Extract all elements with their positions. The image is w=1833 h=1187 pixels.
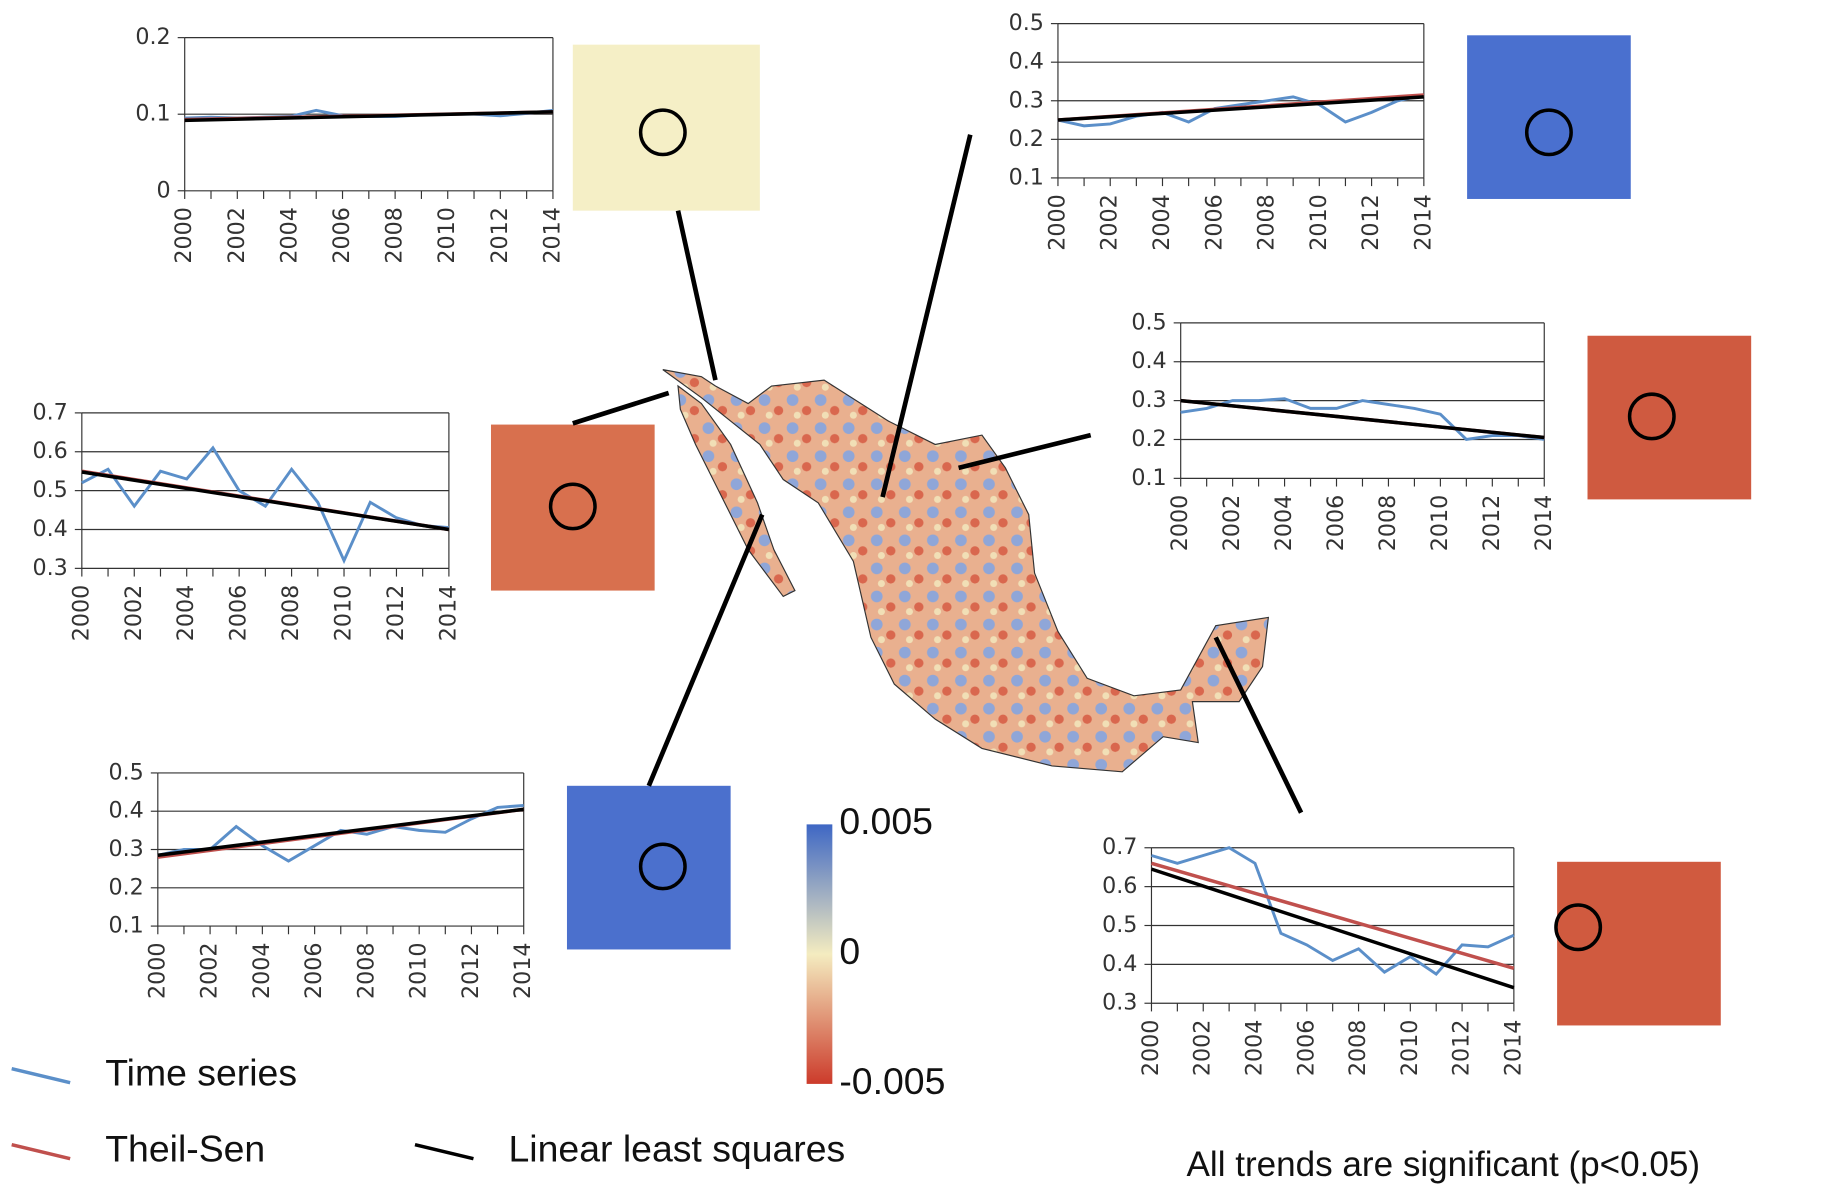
inset [491, 425, 655, 591]
y-tick-label: 0.4 [32, 516, 67, 542]
y-tick-label: 0.7 [1102, 834, 1137, 860]
x-tick-label: 2006 [1293, 1020, 1319, 1077]
x-tick-label: 2004 [276, 207, 302, 264]
y-tick-label: 0.3 [32, 555, 67, 581]
y-tick-label: 0.3 [1131, 387, 1166, 413]
x-tick-label: 2006 [1323, 495, 1349, 552]
inset [573, 45, 760, 211]
x-tick-label: 2000 [68, 585, 94, 642]
legend-label: Time series [105, 1052, 297, 1094]
x-tick-label: 2000 [1167, 495, 1193, 552]
x-tick-label: 2012 [383, 585, 409, 642]
x-tick-label: 2012 [1479, 495, 1505, 552]
y-tick-label: 0.5 [1131, 309, 1166, 335]
y-tick-label: 0.5 [1102, 912, 1137, 938]
x-tick-label: 2010 [434, 207, 460, 264]
x-tick-label: 2008 [278, 585, 304, 642]
note: All trends are significant (p<0.05) [1187, 1145, 1701, 1184]
x-tick-label: 2000 [1138, 1020, 1164, 1077]
y-tick-label: 0.5 [108, 759, 143, 785]
legend-swatch [12, 1069, 70, 1083]
y-tick-label: 0.7 [32, 399, 67, 425]
x-tick-label: 2008 [1375, 495, 1401, 552]
x-tick-label: 2010 [331, 585, 357, 642]
y-tick-label: 0.2 [108, 874, 143, 900]
x-tick-label: 2004 [1149, 194, 1175, 251]
figure: 0 0.1 0.2 2000 2002 2004 2006 2008 2010 2012 2014 0… [0, 0, 1833, 1187]
y-tick-label: 0.6 [1102, 873, 1137, 899]
x-tick-label: 2008 [382, 207, 408, 264]
x-tick-label: 2002 [1097, 194, 1123, 251]
y-tick-label: 0.1 [108, 913, 143, 939]
legend-swatch [415, 1145, 473, 1159]
colorbar-label: -0.005 [839, 1060, 945, 1102]
x-tick-label: 2002 [121, 585, 147, 642]
x-tick-label: 2014 [1410, 194, 1436, 251]
x-tick-label: 2000 [171, 207, 197, 264]
series-line [82, 448, 449, 561]
series-line [158, 809, 524, 855]
y-tick-label: 0.4 [108, 798, 143, 824]
y-tick-label: 0.5 [32, 477, 67, 503]
x-tick-label: 2000 [144, 942, 170, 999]
x-tick-label: 2006 [226, 585, 252, 642]
y-tick-label: 0.4 [1009, 49, 1044, 75]
x-tick-label: 2008 [353, 942, 379, 999]
colorbar-label: 0.005 [839, 800, 933, 842]
x-tick-label: 2008 [1254, 194, 1280, 251]
y-tick-label: 0.2 [135, 24, 170, 50]
legend-label: Linear least squares [509, 1128, 846, 1170]
series-line [1181, 401, 1545, 438]
y-tick-label: 0.4 [1131, 348, 1166, 374]
x-tick-label: 2014 [510, 942, 536, 999]
y-tick-label: 0.6 [32, 438, 67, 464]
x-tick-label: 2004 [249, 942, 275, 999]
x-tick-label: 2002 [1219, 495, 1245, 552]
x-tick-label: 2004 [1242, 1020, 1268, 1077]
x-tick-label: 2010 [1427, 495, 1453, 552]
x-tick-label: 2012 [1449, 1020, 1475, 1077]
x-tick-label: 2012 [487, 207, 513, 264]
x-tick-label: 2014 [1531, 495, 1557, 552]
x-tick-label: 2012 [458, 942, 484, 999]
y-tick-label: 0.5 [1009, 10, 1044, 36]
x-tick-label: 2010 [406, 942, 432, 999]
x-tick-label: 2002 [197, 942, 223, 999]
y-tick-label: 0.1 [1131, 465, 1166, 491]
y-tick-label: 0.1 [135, 101, 170, 127]
y-tick-label: 0.2 [1131, 426, 1166, 452]
inset [567, 786, 731, 950]
x-tick-label: 2000 [1044, 194, 1070, 251]
colorbar [807, 824, 833, 1084]
colorbar-label: 0 [839, 930, 860, 972]
x-tick-label: 2006 [301, 942, 327, 999]
x-tick-label: 2006 [329, 207, 355, 264]
x-tick-label: 2012 [1358, 194, 1384, 251]
legend-swatch [12, 1145, 70, 1159]
y-tick-label: 0.3 [1009, 87, 1044, 113]
x-tick-label: 2014 [435, 585, 461, 642]
inset [1467, 35, 1631, 199]
x-tick-label: 2010 [1397, 1020, 1423, 1077]
x-tick-label: 2014 [1500, 1020, 1526, 1077]
legend-label: Theil-Sen [105, 1128, 265, 1170]
inset [1588, 336, 1752, 500]
x-tick-label: 2004 [1271, 495, 1297, 552]
inset [1557, 862, 1721, 1026]
y-tick-label: 0 [157, 177, 171, 203]
x-tick-label: 2010 [1306, 194, 1332, 251]
x-tick-label: 2004 [173, 585, 199, 642]
series-line [1151, 848, 1513, 974]
series-line [1151, 863, 1513, 968]
x-tick-label: 2006 [1201, 194, 1227, 251]
y-tick-label: 0.2 [1009, 126, 1044, 152]
x-tick-label: 2014 [539, 207, 565, 264]
y-tick-label: 0.3 [108, 836, 143, 862]
x-tick-label: 2002 [224, 207, 250, 264]
y-tick-label: 0.1 [1009, 164, 1044, 190]
x-tick-label: 2002 [1190, 1020, 1216, 1077]
y-tick-label: 0.4 [1102, 951, 1137, 977]
x-tick-label: 2008 [1345, 1020, 1371, 1077]
y-tick-label: 0.3 [1102, 990, 1137, 1016]
